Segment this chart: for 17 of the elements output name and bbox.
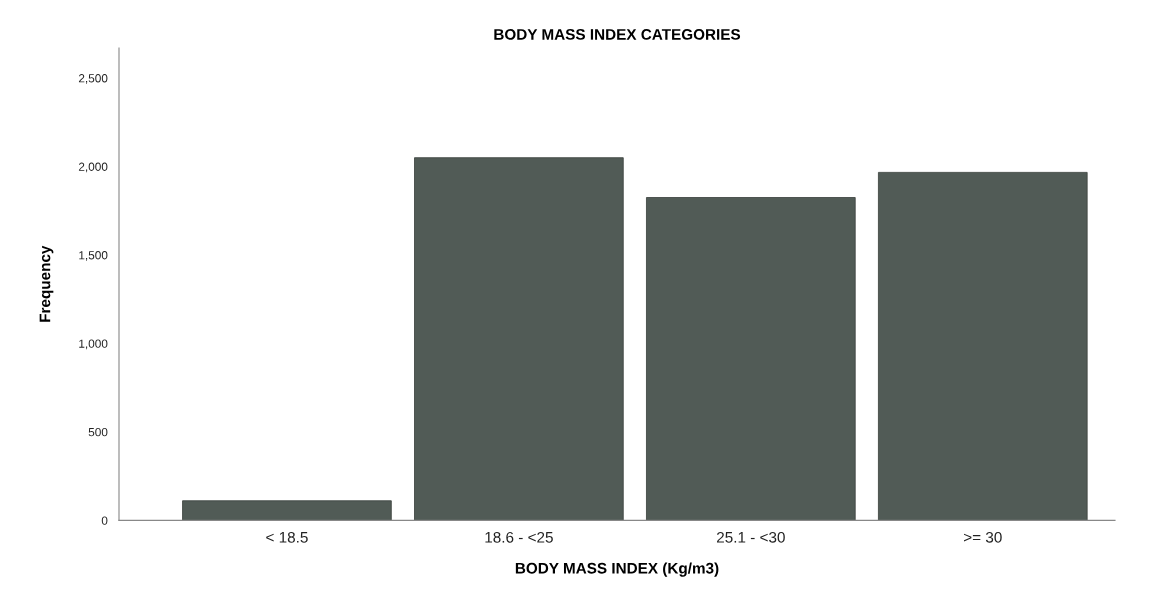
chart-title: BODY MASS INDEX CATEGORIES [494,29,741,40]
x-tick-label: 18.6 - <25 [485,531,553,543]
bar [646,197,856,521]
x-tick-label: 25.1 - <30 [716,531,785,543]
bar [182,500,392,521]
y-tick-label: 2,500 [78,74,108,84]
y-tick-label: 500 [88,427,108,437]
y-axis-title: Frequency [39,245,54,322]
x-tick-label: >= 30 [964,531,1002,543]
bar [414,157,624,521]
y-tick-label: 0 [101,516,108,525]
y-tick-label: 1,500 [79,251,108,261]
y-tick-label: 2,000 [78,162,108,173]
y-tick-label: 1,000 [79,339,108,350]
x-axis-title: BODY MASS INDEX (Kg/m3) [515,562,719,577]
x-tick-label: < 18.5 [266,531,308,543]
bar [877,171,1088,521]
